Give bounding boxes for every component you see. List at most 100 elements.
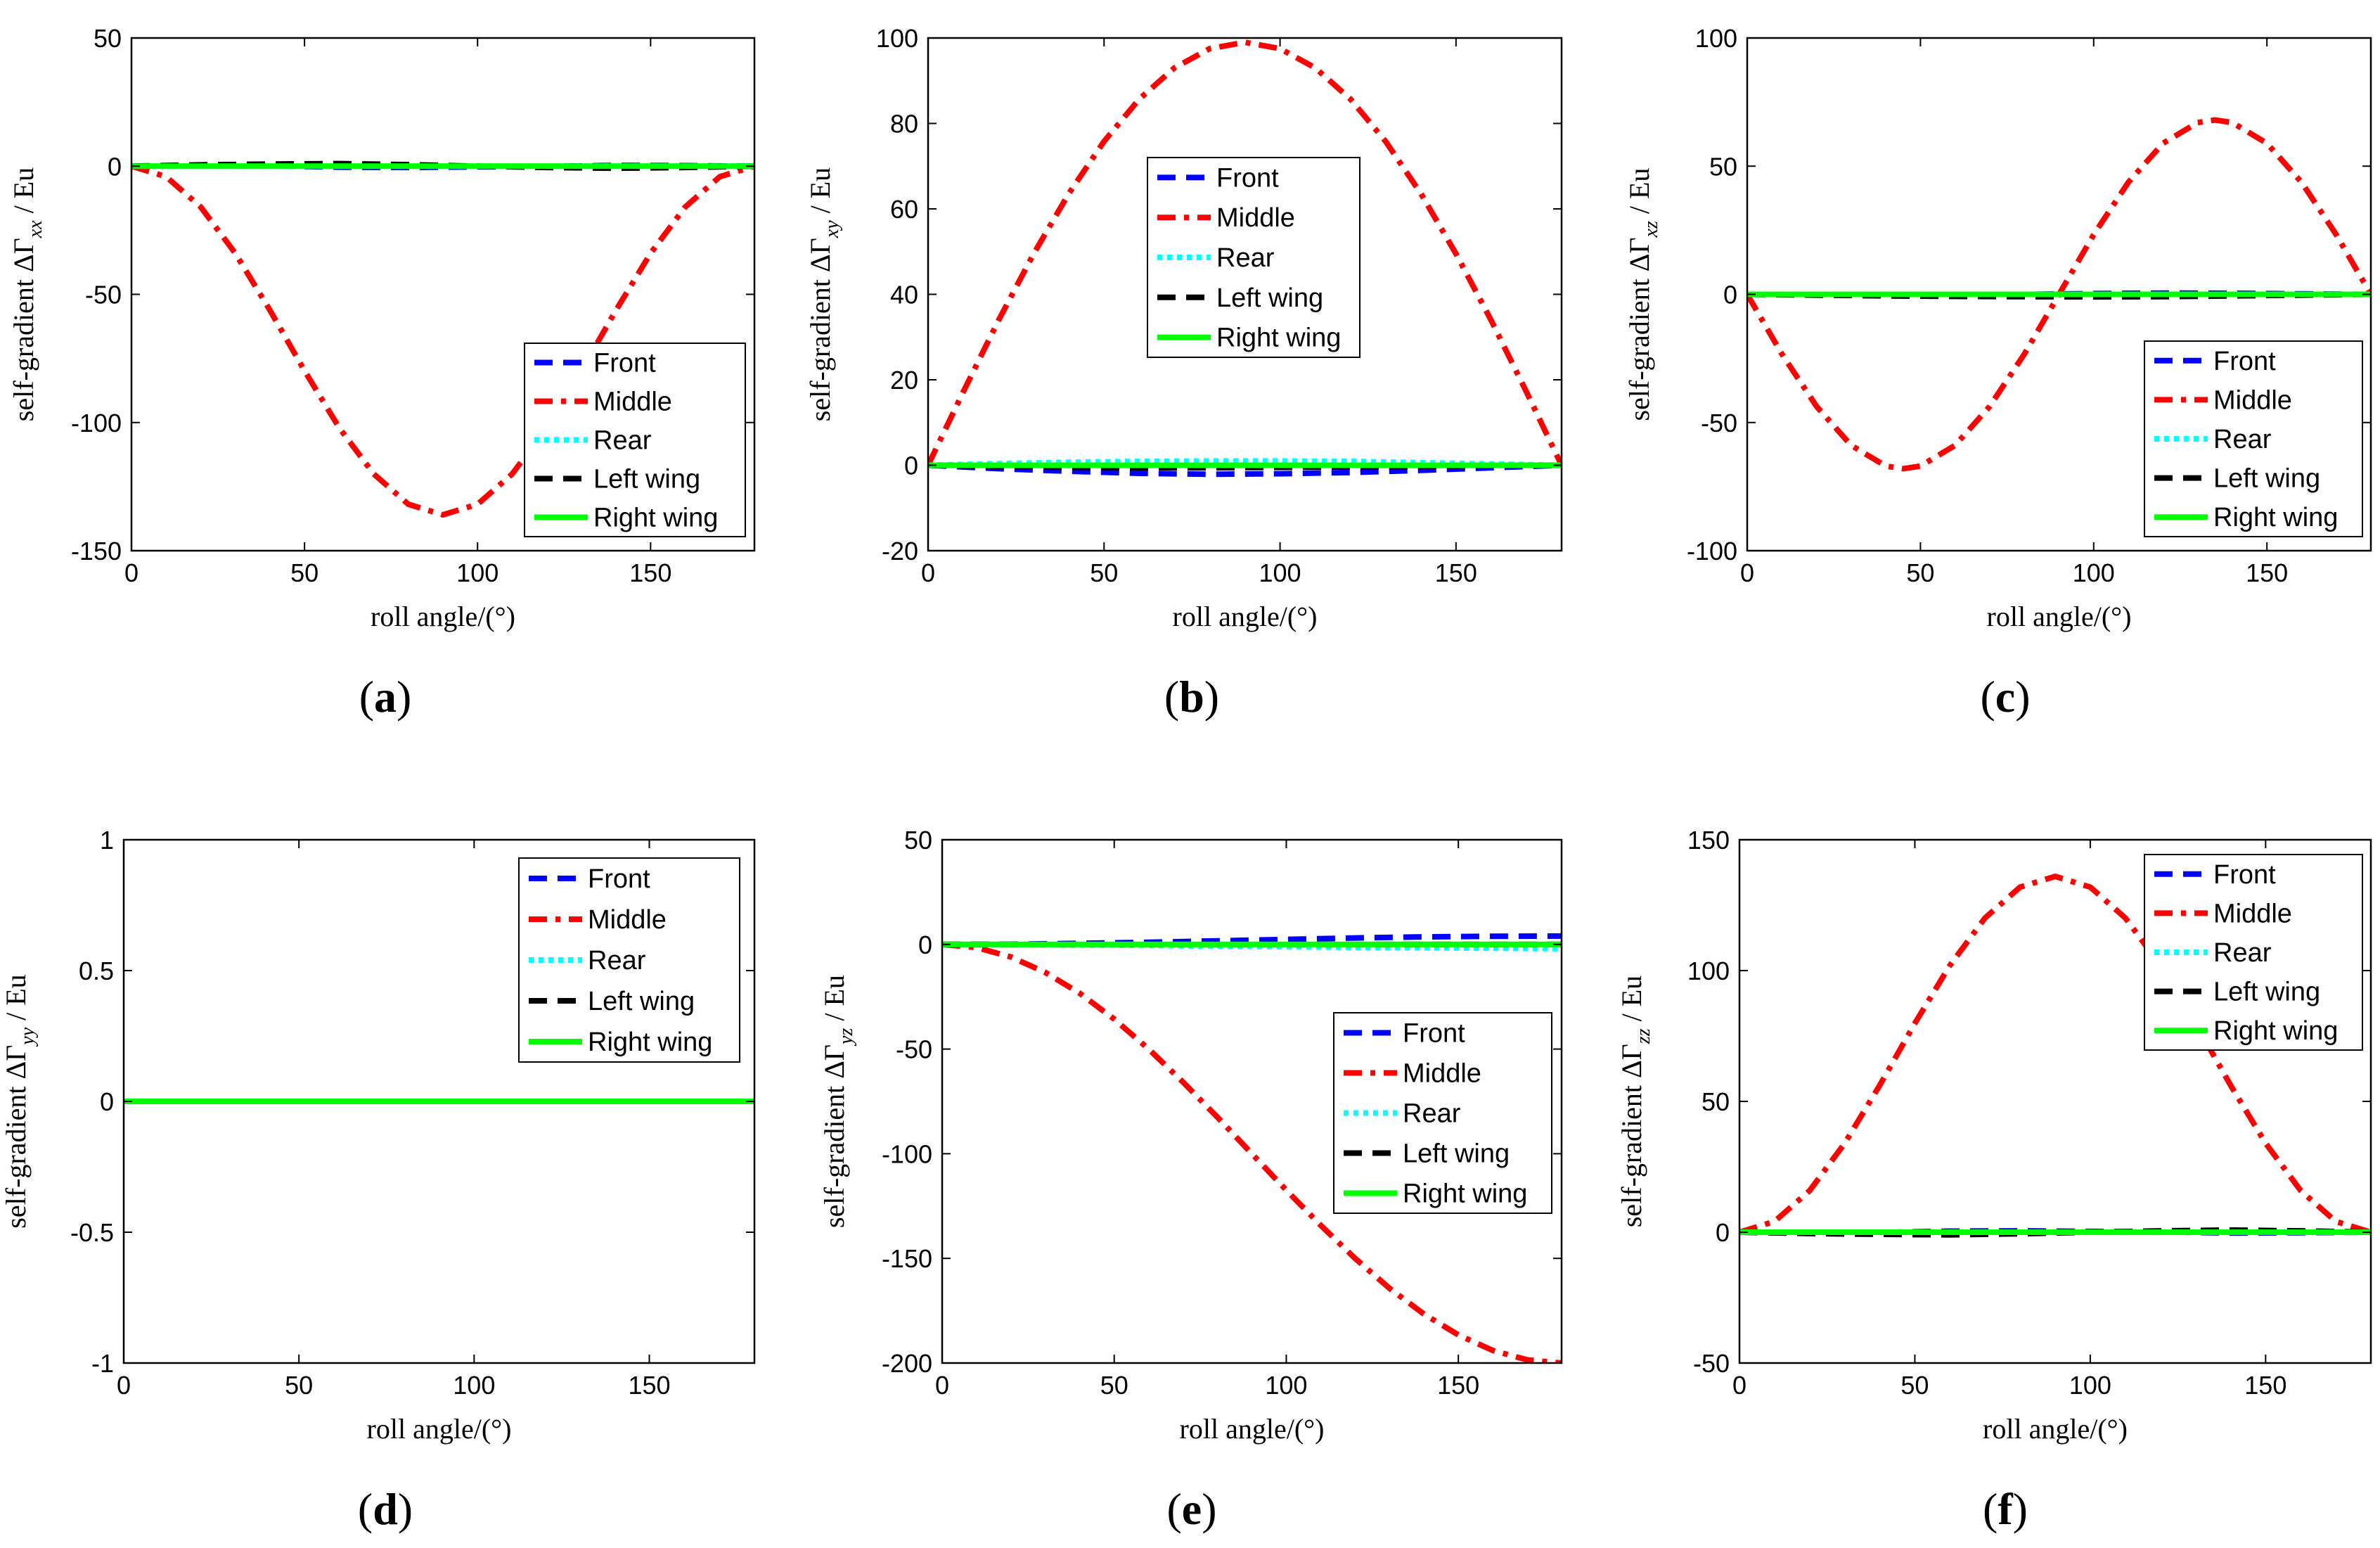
y-tick-label: -100	[882, 1139, 932, 1168]
legend-entry: Left wing	[588, 987, 695, 1016]
plot-area	[942, 933, 1562, 1363]
y-tick-label: 100	[1695, 24, 1737, 53]
y-tick-label: 150	[1687, 826, 1730, 855]
legend-entry: Middle	[1216, 203, 1295, 233]
x-tick-label: 50	[285, 1371, 313, 1400]
legend-entry: Rear	[1403, 1099, 1461, 1129]
legend-entry: Middle	[1403, 1059, 1481, 1089]
y-tick-label: 0	[918, 930, 932, 959]
x-tick-label: 50	[1906, 558, 1934, 587]
y-axis-label-subscript: yy	[17, 1027, 39, 1047]
legend-entry: Rear	[593, 426, 652, 456]
y-tick-label: -0.5	[70, 1218, 114, 1247]
x-axis-label: roll angle/(°)	[367, 1413, 512, 1445]
legend-entry: Left wing	[2213, 464, 2320, 494]
panel-label: (a)	[359, 672, 412, 722]
y-axis-label-subscript: yz	[835, 1028, 857, 1047]
y-axis-label: self-gradient ΔΓxy / Eu	[804, 167, 843, 421]
legend-entry: Right wing	[1216, 324, 1341, 353]
x-tick-label: 100	[456, 558, 498, 587]
y-tick-label: -1	[91, 1349, 114, 1378]
legend-entry: Rear	[2213, 938, 2272, 968]
chart-panel-1: 0 50 100 150 -150 -100 -50 0 50 roll angle/(°) sel…	[8, 24, 756, 722]
y-tick-label: 0	[1723, 281, 1737, 309]
panel-label: (c)	[1980, 672, 2030, 722]
legend: Front Middle Rear Left wing Right wing	[2144, 854, 2363, 1051]
y-axis-label-main: self-gradient ΔΓ	[0, 1045, 32, 1229]
legend: Front Middle Rear Left wing Right wing	[524, 343, 746, 537]
panel-label: (d)	[358, 1484, 413, 1534]
x-tick-label: 0	[1732, 1371, 1747, 1400]
x-axis-label: roll angle/(°)	[1173, 601, 1318, 632]
y-axis-label-subscript: xz	[1640, 221, 1662, 238]
y-axis-label: self-gradient ΔΓyy / Eu	[0, 974, 39, 1228]
legend: Front Middle Rear Left wing Right wing	[2144, 340, 2363, 537]
y-tick-label: -100	[71, 409, 122, 437]
y-tick-label: 50	[904, 826, 932, 855]
y-tick-label: -50	[896, 1035, 932, 1064]
x-tick-label: 100	[2073, 558, 2115, 587]
x-tick-label: 150	[1435, 558, 1477, 587]
y-axis-label-main: self-gradient ΔΓ	[818, 1044, 850, 1228]
series-line-front	[928, 462, 1562, 478]
y-tick-label: -50	[1701, 409, 1737, 437]
x-tick-label: 0	[117, 1371, 131, 1400]
x-tick-label: 100	[1259, 558, 1301, 587]
y-tick-label: 0	[904, 452, 918, 480]
axes-frame	[941, 838, 1563, 1364]
x-tick-label: 0	[1740, 558, 1754, 587]
x-axis-label: roll angle/(°)	[1987, 601, 2132, 632]
legend: Front Middle Rear Left wing Right wing	[1147, 157, 1361, 358]
legend-box	[1147, 157, 1361, 358]
y-axis-label-main: self-gradient ΔΓ	[1623, 237, 1655, 421]
legend-entry: Rear	[588, 946, 646, 976]
x-tick-label: 50	[1100, 1371, 1128, 1400]
y-tick-label: -50	[85, 281, 122, 309]
series-line-middle	[131, 163, 754, 518]
y-axis-label-main: self-gradient ΔΓ	[8, 238, 39, 421]
legend-entry: Front	[593, 349, 656, 378]
y-axis-label-unit: / Eu	[1616, 976, 1647, 1029]
y-axis-label-subscript: xy	[821, 220, 843, 238]
y-tick-label: -50	[1693, 1349, 1730, 1378]
x-tick-label: 150	[628, 1371, 670, 1400]
y-tick-label: 20	[890, 366, 918, 395]
y-axis-label-unit: / Eu	[8, 167, 39, 221]
legend-entry: Right wing	[588, 1028, 712, 1057]
legend-entry: Middle	[2213, 385, 2292, 415]
x-axis-label: roll angle/(°)	[371, 601, 515, 632]
y-axis-label-unit: / Eu	[0, 974, 32, 1028]
legend-box	[524, 343, 746, 537]
y-axis-label-unit: / Eu	[804, 167, 836, 221]
chart-panel-5: 0 50 100 150 -200 -150 -100 -50 0 50 roll angle/(°…	[818, 826, 1563, 1534]
chart-panel-4: 0 50 100 150 -1 -0.5 0 0.5 1 roll angle/(°) self-g…	[0, 826, 756, 1534]
legend-entry: Middle	[593, 388, 672, 417]
y-tick-label: 1	[100, 826, 114, 855]
x-tick-label: 150	[2246, 558, 2288, 587]
x-tick-label: 100	[1265, 1371, 1307, 1400]
x-tick-label: 0	[921, 558, 935, 587]
legend-entry: Left wing	[2213, 978, 2320, 1007]
x-tick-label: 100	[2069, 1371, 2111, 1400]
series-line-middle	[1739, 874, 2371, 1235]
y-tick-label: 50	[1702, 1087, 1730, 1116]
x-axis-label: roll angle/(°)	[1983, 1413, 2128, 1445]
legend-entry: Right wing	[1403, 1179, 1527, 1209]
x-tick-label: 150	[2244, 1371, 2286, 1400]
legend-entry: Middle	[588, 905, 667, 935]
legend-entry: Right wing	[2213, 1016, 2338, 1046]
panel-label: (f)	[1983, 1484, 2028, 1534]
y-axis-label-subscript: zz	[1633, 1028, 1654, 1044]
series-line-middle	[942, 941, 1562, 1363]
y-tick-label: 80	[890, 110, 918, 139]
y-tick-label: 0.5	[79, 957, 114, 985]
x-tick-label: 150	[1437, 1371, 1479, 1400]
y-tick-label: 50	[1709, 152, 1737, 181]
y-axis-label: self-gradient ΔΓxz / Eu	[1623, 168, 1662, 421]
plot-area	[131, 160, 754, 518]
legend-entry: Left wing	[1216, 283, 1323, 313]
legend-entry: Front	[1216, 163, 1279, 193]
x-axis-label: roll angle/(°)	[1180, 1413, 1325, 1445]
